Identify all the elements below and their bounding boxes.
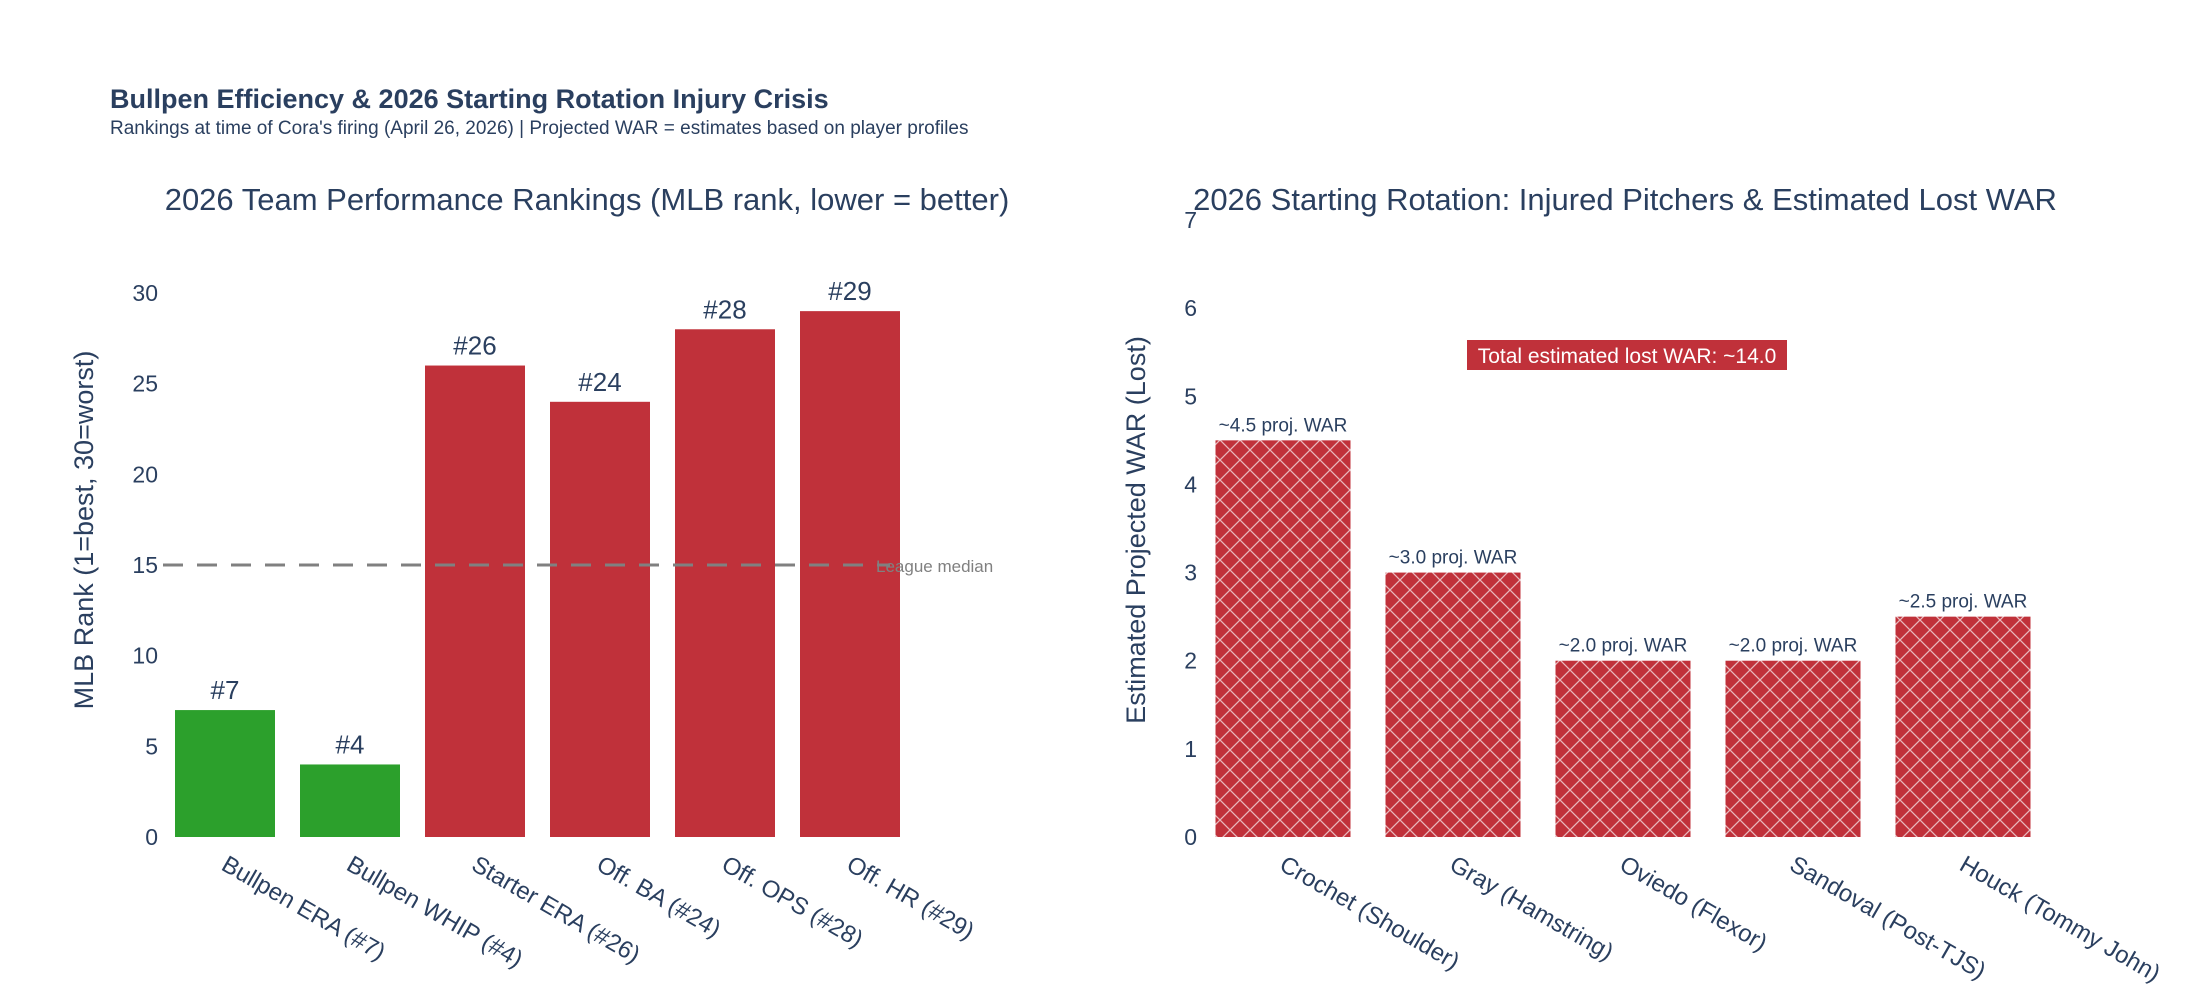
rankings-y-axis-label: MLB Rank (1=best, 30=worst)	[69, 351, 99, 710]
bar	[1215, 440, 1351, 837]
injury-y-ticks: 0 1 2 3 4 5 6 7	[1184, 207, 1197, 850]
injury-chart-title: 2026 Starting Rotation: Injured Pitchers…	[1193, 182, 2057, 217]
injury-data-labels: ~4.5 proj. WAR ~3.0 proj. WAR ~2.0 proj. W…	[1219, 415, 2028, 656]
bar	[1725, 660, 1861, 837]
y-tick-label: 4	[1184, 471, 1197, 497]
bar	[800, 311, 900, 838]
bar-data-label: #28	[703, 294, 746, 324]
total-lost-war-annotation: Total estimated lost WAR: ~14.0	[1478, 345, 1777, 368]
y-tick-label: 15	[132, 552, 158, 578]
rankings-chart: 2026 Team Performance Rankings (MLB rank…	[69, 182, 1009, 973]
bar-data-label: ~2.0 proj. WAR	[1729, 636, 1858, 657]
y-tick-label: 6	[1184, 295, 1197, 321]
x-tick-label: Gray (Hamstring)	[1445, 851, 1618, 966]
bar-data-label: ~2.0 proj. WAR	[1559, 636, 1688, 657]
y-tick-label: 0	[1184, 824, 1197, 850]
y-tick-label: 0	[145, 824, 158, 850]
injury-bars	[1215, 440, 2031, 837]
figure-title: Bullpen Efficiency & 2026 Starting Rotat…	[110, 84, 829, 114]
y-tick-label: 10	[132, 643, 158, 669]
y-tick-label: 2	[1184, 648, 1197, 674]
bar-data-label: #26	[453, 331, 496, 361]
bar	[675, 329, 775, 837]
injury-chart: 2026 Starting Rotation: Injured Pitchers…	[1121, 182, 2165, 988]
bar-data-label: #29	[828, 276, 871, 306]
bar-data-label: ~4.5 proj. WAR	[1219, 415, 1348, 436]
league-median-label: League median	[876, 557, 993, 576]
bar	[1555, 660, 1691, 837]
y-tick-label: 20	[132, 461, 158, 487]
bar	[550, 401, 650, 837]
rankings-data-labels: #7 #4 #26 #24 #28 #29	[211, 276, 872, 759]
y-tick-label: 5	[1184, 383, 1197, 409]
y-tick-label: 3	[1184, 560, 1197, 586]
bar	[425, 365, 525, 837]
y-tick-label: 25	[132, 371, 158, 397]
bar-data-label: #4	[336, 729, 365, 759]
rankings-x-ticks: Bullpen ERA (#7)Bullpen WHIP (#4)Starter…	[217, 851, 979, 974]
y-tick-label: 1	[1184, 736, 1197, 762]
bar-data-label: ~3.0 proj. WAR	[1389, 548, 1518, 569]
bar	[1385, 572, 1521, 837]
total-lost-war-box	[1467, 340, 1787, 370]
bar	[1895, 616, 2031, 837]
x-tick-label: Oviedo (Flexor)	[1615, 851, 1772, 957]
figure-subtitle: Rankings at time of Cora's firing (April…	[110, 118, 969, 139]
bar-data-label: #7	[211, 675, 240, 705]
bar	[300, 764, 400, 837]
rankings-bars	[175, 311, 900, 838]
x-tick-label: Off. OPS (#28)	[717, 851, 868, 954]
bar	[175, 710, 275, 837]
bar-data-label: #24	[578, 367, 621, 397]
bar-data-label: ~2.5 proj. WAR	[1899, 592, 2028, 613]
injury-x-ticks: Crochet (Shoulder)Gray (Hamstring)Oviedo…	[1275, 851, 2165, 988]
y-tick-label: 5	[145, 733, 158, 759]
rankings-chart-title: 2026 Team Performance Rankings (MLB rank…	[165, 182, 1010, 217]
y-tick-label: 7	[1184, 207, 1197, 233]
y-tick-label: 30	[132, 280, 158, 306]
rankings-y-ticks: 0 5 10 15 20 25 30	[132, 280, 158, 850]
injury-y-axis-label: Estimated Projected WAR (Lost)	[1121, 336, 1151, 724]
x-tick-label: Crochet (Shoulder)	[1275, 851, 1464, 976]
